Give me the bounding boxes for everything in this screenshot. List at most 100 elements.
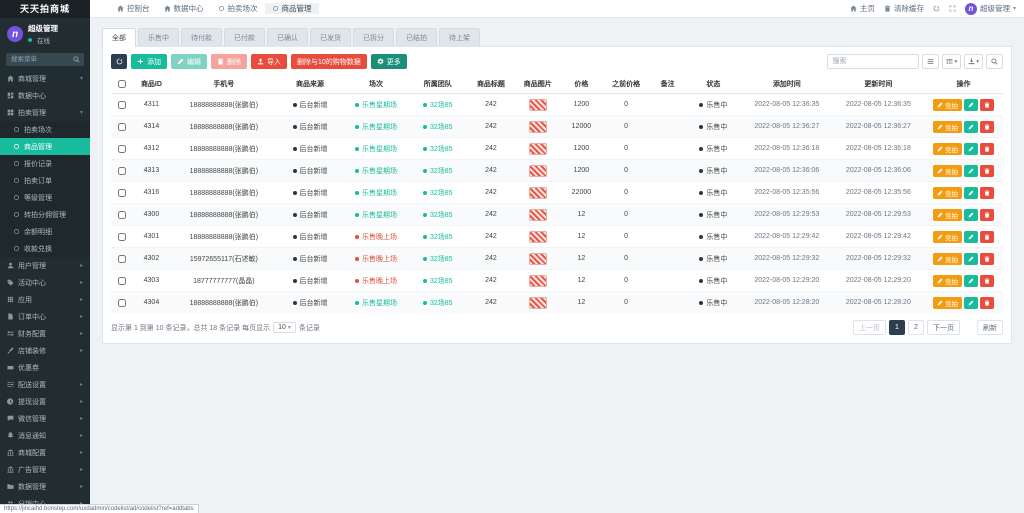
row-checkbox[interactable] <box>117 100 126 109</box>
delete-row-button[interactable] <box>980 274 995 287</box>
topnav-item[interactable]: 数据中心 <box>157 3 211 14</box>
column-header[interactable]: 手机号 <box>170 75 278 94</box>
menu-search-input[interactable] <box>6 53 84 66</box>
sidebar-item[interactable]: 收款兑换 <box>0 240 90 257</box>
column-header[interactable]: 备注 <box>649 75 686 94</box>
goods-image[interactable] <box>528 120 547 133</box>
edit-row-button[interactable] <box>964 142 979 155</box>
page-size-select[interactable]: 10 ▾ <box>273 322 296 333</box>
goods-image[interactable] <box>528 142 547 155</box>
edit-row-button[interactable] <box>964 208 979 221</box>
row-checkbox[interactable] <box>117 232 126 241</box>
bid-button[interactable]: 竞拍 <box>933 274 963 287</box>
goods-image[interactable] <box>528 208 547 221</box>
delete-row-button[interactable] <box>980 208 995 221</box>
sidebar-item[interactable]: 商城配置 ▸ <box>0 444 90 461</box>
edit-row-button[interactable] <box>964 296 979 309</box>
column-header[interactable]: 商品图片 <box>515 75 561 94</box>
menu-toggle-icon[interactable] <box>98 0 108 17</box>
delete-row-button[interactable] <box>980 186 995 199</box>
row-checkbox[interactable] <box>117 166 126 175</box>
prev-page-button[interactable]: 上一页 <box>853 320 886 335</box>
goods-image[interactable] <box>528 230 547 243</box>
more-button[interactable]: 更多 <box>370 54 407 69</box>
column-header[interactable]: 添加时间 <box>741 75 833 94</box>
sidebar-item[interactable]: 店铺装修 ▸ <box>0 342 90 359</box>
refresh-button[interactable] <box>111 54 127 69</box>
column-header[interactable]: 价格 <box>560 75 603 94</box>
tab-item[interactable]: 已结拍 <box>396 28 437 46</box>
sidebar-item[interactable]: 应用 ▸ <box>0 291 90 308</box>
sidebar-item[interactable]: 报价记录 <box>0 155 90 172</box>
edit-button[interactable]: 编辑 <box>171 54 207 69</box>
add-button[interactable]: 添加 <box>131 54 167 69</box>
topnav-item[interactable]: 商品管理 <box>264 3 319 14</box>
select-all-checkbox[interactable] <box>117 80 126 88</box>
bid-button[interactable]: 竞拍 <box>933 164 963 177</box>
delete-row-button[interactable] <box>980 252 995 265</box>
tab-item[interactable]: 待上架 <box>439 28 480 46</box>
column-header[interactable]: 之前价格 <box>602 75 650 94</box>
row-checkbox[interactable] <box>117 122 126 131</box>
columns-button[interactable]: ▾ <box>942 54 962 69</box>
delete-row-button[interactable] <box>980 230 995 243</box>
tab-item[interactable]: 待付款 <box>181 28 222 46</box>
row-checkbox[interactable] <box>117 210 126 219</box>
edit-row-button[interactable] <box>964 186 979 199</box>
sidebar-item[interactable]: 数据管理 ▸ <box>0 478 90 495</box>
bid-button[interactable]: 竞拍 <box>933 230 963 243</box>
home-link[interactable]: 主页 <box>850 3 875 14</box>
column-header[interactable]: 商品ID <box>132 75 171 94</box>
topnav-item[interactable]: 拍卖场次 <box>211 3 265 14</box>
goods-image[interactable] <box>528 252 547 265</box>
tab-item[interactable]: 已拆分 <box>353 28 394 46</box>
user-panel[interactable]: n 超级管理 在线 <box>0 18 90 50</box>
delete-row-button[interactable] <box>980 296 995 309</box>
bid-button[interactable]: 竞拍 <box>933 296 963 309</box>
bid-button[interactable]: 竞拍 <box>933 208 963 221</box>
edit-row-button[interactable] <box>964 252 979 265</box>
delete-special-button[interactable]: 删除与10的购物数据 <box>291 54 367 69</box>
refresh-icon[interactable] <box>933 5 940 12</box>
goods-image[interactable] <box>528 274 547 287</box>
delete-row-button[interactable] <box>980 120 995 133</box>
sidebar-item[interactable]: 微信管理 ▸ <box>0 410 90 427</box>
tab-item[interactable]: 已发货 <box>310 28 351 46</box>
bid-button[interactable]: 竞拍 <box>933 98 963 111</box>
tab-item[interactable]: 乐售中 <box>138 28 179 46</box>
row-checkbox[interactable] <box>117 254 126 263</box>
goods-image[interactable] <box>528 296 547 309</box>
sidebar-item[interactable]: 财务配置 ▸ <box>0 325 90 342</box>
bid-button[interactable]: 竞拍 <box>933 186 963 199</box>
edit-row-button[interactable] <box>964 164 979 177</box>
goods-image[interactable] <box>528 164 547 177</box>
tab-item[interactable]: 已确认 <box>267 28 308 46</box>
column-header[interactable]: 更新时间 <box>832 75 925 94</box>
sidebar-item[interactable]: 等级管理 <box>0 189 90 206</box>
bid-button[interactable]: 竞拍 <box>933 252 963 265</box>
sidebar-item[interactable]: 活动中心 ▸ <box>0 274 90 291</box>
sidebar-item[interactable]: 广告管理 ▸ <box>0 461 90 478</box>
sidebar-item[interactable]: 商品管理 <box>0 138 90 155</box>
sidebar-item[interactable]: 提现设置 ▸ <box>0 393 90 410</box>
sidebar-item[interactable]: 订单中心 ▸ <box>0 308 90 325</box>
sidebar-item[interactable]: 消息通知 ▸ <box>0 427 90 444</box>
sidebar-item[interactable]: 优惠券 <box>0 359 90 376</box>
row-checkbox[interactable] <box>117 298 126 307</box>
refresh-page-button[interactable]: 刷新 <box>977 320 1003 335</box>
column-header[interactable]: 状态 <box>685 75 742 94</box>
search-button[interactable] <box>986 54 1003 69</box>
sidebar-item[interactable]: 转拍分佣管理 <box>0 206 90 223</box>
column-header[interactable]: 商品来源 <box>277 75 344 94</box>
row-checkbox[interactable] <box>117 144 126 153</box>
delete-button[interactable]: 删除 <box>211 54 247 69</box>
search-input[interactable] <box>827 54 920 69</box>
tab-item[interactable]: 已付款 <box>224 28 265 46</box>
user-menu[interactable]: n 超级管理 ▾ <box>964 2 1016 15</box>
bid-button[interactable]: 竞拍 <box>933 142 963 155</box>
column-header[interactable]: 场次 <box>343 75 409 94</box>
delete-row-button[interactable] <box>980 142 995 155</box>
avatar[interactable]: n <box>7 26 23 42</box>
page-button[interactable]: 2 <box>908 320 924 335</box>
delete-row-button[interactable] <box>980 164 995 177</box>
